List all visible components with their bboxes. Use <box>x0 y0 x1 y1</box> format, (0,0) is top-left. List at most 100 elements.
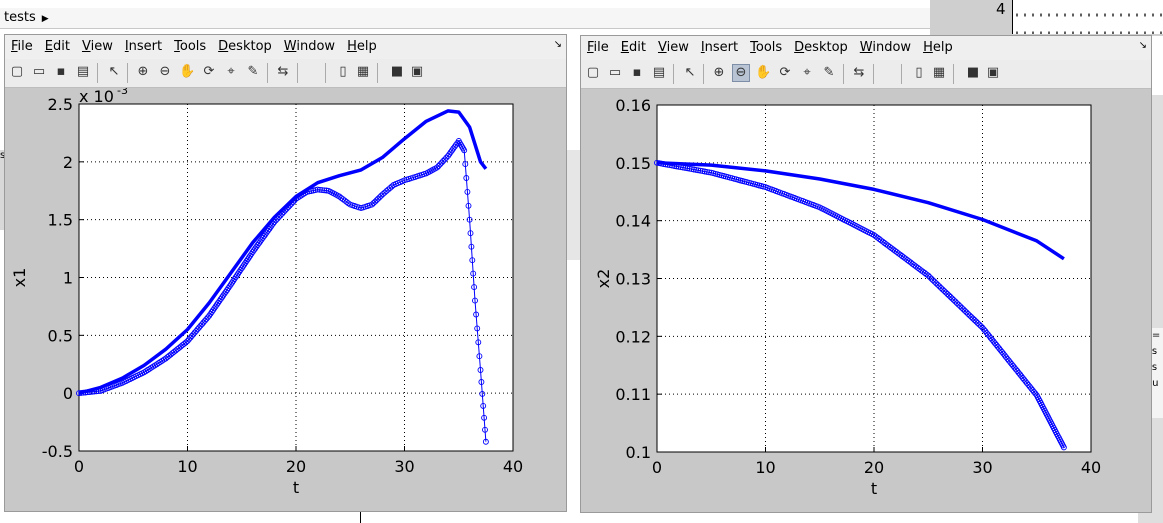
series-marker <box>999 348 1005 355</box>
series-marker <box>997 347 1004 354</box>
figure-window-x2[interactable]: File Edit View Insert Tools Desktop Window Help… <box>580 35 1152 513</box>
brush-icon[interactable]: ✎ <box>823 65 835 80</box>
zoom-out-icon[interactable]: ⊖ <box>159 64 171 79</box>
rotate-3d-icon[interactable]: ⟳ <box>779 65 791 80</box>
y-axis-label: x1 <box>10 268 29 288</box>
open-file-icon[interactable]: ▭ <box>608 65 622 80</box>
show-plot-tools-icon[interactable]: ▣ <box>410 64 424 79</box>
open-file-icon[interactable]: ▭ <box>32 64 46 79</box>
series-marker <box>372 198 379 205</box>
series-marker <box>438 159 445 166</box>
menu-window[interactable]: Window <box>859 40 912 55</box>
series-marker <box>306 188 312 195</box>
menu-tools[interactable]: Tools <box>750 40 783 55</box>
print-icon[interactable]: ▤ <box>652 65 666 80</box>
series-marker <box>274 215 281 222</box>
pan-hand-icon[interactable]: ✋ <box>179 64 196 79</box>
series-marker <box>321 187 328 194</box>
series-marker <box>193 327 200 334</box>
menu-file[interactable]: File <box>11 39 33 54</box>
series-marker <box>954 300 960 307</box>
save-icon[interactable]: ▪ <box>56 64 66 79</box>
menu-desktop[interactable]: Desktop <box>794 40 848 55</box>
toolbar-separator <box>267 63 268 83</box>
dock-arrow-icon[interactable]: ↘ <box>1138 40 1147 51</box>
pan-hand-icon[interactable]: ✋ <box>755 65 772 80</box>
series-marker <box>279 210 286 217</box>
series-marker <box>182 339 189 346</box>
show-plot-tools-icon[interactable]: ▣ <box>986 65 1000 80</box>
menu-desktop[interactable]: Desktop <box>218 39 272 54</box>
series-marker <box>677 164 684 171</box>
edit-plot-arrow-icon[interactable]: ↖ <box>108 64 120 79</box>
hide-plot-tools-icon[interactable]: ■ <box>390 64 404 79</box>
toolbar-separator <box>843 64 844 84</box>
zoom-in-icon[interactable]: ⊕ <box>713 65 725 80</box>
series-marker <box>80 389 87 396</box>
series-marker <box>270 220 276 227</box>
save-icon[interactable]: ▪ <box>632 65 642 80</box>
series-marker <box>656 160 663 167</box>
series-marker <box>697 167 704 174</box>
legend-icon[interactable]: ▦ <box>356 64 370 79</box>
series-marker <box>675 163 682 170</box>
plot-area[interactable]: 0 10 20 30 40 0.1 0.11 0.12 0.13 0.14 0.15 0.16 t x2 <box>581 89 1149 510</box>
series-marker <box>201 317 208 324</box>
link-plot-icon[interactable]: ⇆ <box>277 64 289 79</box>
menu-file[interactable]: File <box>587 40 609 55</box>
series-marker <box>482 426 488 433</box>
x-axis-label: t <box>293 478 299 497</box>
menu-edit[interactable]: Edit <box>44 39 70 54</box>
series-marker <box>974 320 981 327</box>
breadcrumb[interactable]: tests ▶ <box>0 8 930 29</box>
rotate-3d-icon[interactable]: ⟳ <box>203 64 215 79</box>
series-marker <box>312 187 319 194</box>
menu-edit[interactable]: Edit <box>620 40 646 55</box>
zoom-in-icon[interactable]: ⊕ <box>137 64 149 79</box>
series-marker <box>654 159 660 166</box>
hide-plot-tools-icon[interactable]: ■ <box>966 65 980 80</box>
series-marker <box>370 200 377 207</box>
menu-tools[interactable]: Tools <box>174 39 207 54</box>
y-tick-label: 0 <box>63 384 73 403</box>
series-marker <box>1008 361 1015 368</box>
menu-window[interactable]: Window <box>283 39 336 54</box>
colorbar-icon[interactable]: ▯ <box>339 64 347 79</box>
y-tick-label: 0.12 <box>615 327 651 346</box>
link-plot-icon[interactable]: ⇆ <box>853 65 865 80</box>
new-figure-icon[interactable]: ▢ <box>10 64 24 79</box>
series-marker <box>690 166 697 173</box>
menu-help[interactable]: Help <box>923 40 953 55</box>
menu-view[interactable]: View <box>657 40 689 55</box>
menu-help[interactable]: Help <box>347 39 377 54</box>
series-marker <box>966 312 973 319</box>
zoom-out-icon[interactable]: ⊖ <box>732 64 750 82</box>
series-marker <box>286 202 293 209</box>
series-marker <box>1004 355 1011 362</box>
background-window-grid-top <box>1012 0 1163 34</box>
menu-insert[interactable]: Insert <box>124 39 163 54</box>
print-icon[interactable]: ▤ <box>76 64 90 79</box>
menu-view[interactable]: View <box>81 39 113 54</box>
series-marker <box>314 186 321 193</box>
edit-plot-arrow-icon[interactable]: ↖ <box>684 65 696 80</box>
series-marker <box>197 322 204 329</box>
dock-arrow-icon[interactable]: ↘ <box>553 39 562 50</box>
y-tick-label: 1.5 <box>48 211 73 230</box>
series-marker <box>688 166 695 173</box>
series-marker <box>952 298 959 305</box>
new-figure-icon[interactable]: ▢ <box>586 65 600 80</box>
y-tick-label: 0.13 <box>615 270 651 289</box>
figure-window-x1[interactable]: File Edit View Insert Tools Desktop Window Help… <box>4 34 567 512</box>
colorbar-icon[interactable]: ▯ <box>915 65 923 80</box>
legend-icon[interactable]: ▦ <box>932 65 946 80</box>
data-cursor-icon[interactable]: ⌖ <box>803 65 811 80</box>
series-marker <box>939 286 946 293</box>
data-cursor-icon[interactable]: ⌖ <box>227 64 235 79</box>
brush-icon[interactable]: ✎ <box>247 64 259 79</box>
menu-insert[interactable]: Insert <box>700 40 739 55</box>
series-marker <box>982 328 989 335</box>
background-window-left-strip <box>0 150 6 230</box>
x-tick-label: 20 <box>286 457 306 476</box>
